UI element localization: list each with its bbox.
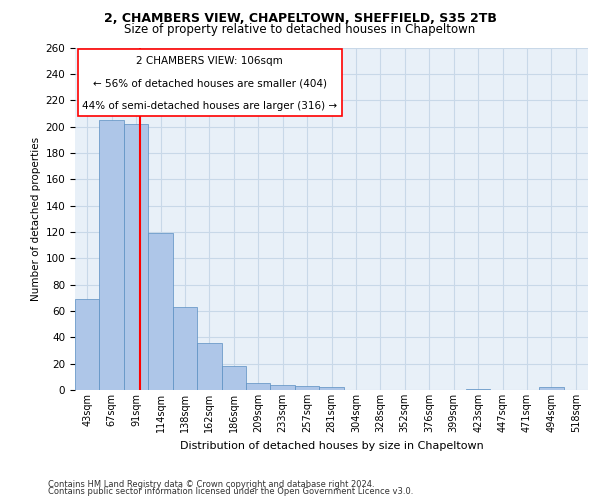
Bar [197,342,221,390]
Bar [75,299,100,390]
Y-axis label: Number of detached properties: Number of detached properties [31,136,41,301]
Bar [246,384,271,390]
Bar [271,384,295,390]
Text: 2, CHAMBERS VIEW, CHAPELTOWN, SHEFFIELD, S35 2TB: 2, CHAMBERS VIEW, CHAPELTOWN, SHEFFIELD,… [104,12,496,26]
Bar [100,120,124,390]
Bar [148,233,173,390]
Bar [221,366,246,390]
X-axis label: Distribution of detached houses by size in Chapeltown: Distribution of detached houses by size … [179,440,484,450]
Bar [466,388,490,390]
Text: ← 56% of detached houses are smaller (404): ← 56% of detached houses are smaller (40… [92,78,326,88]
Bar [173,307,197,390]
Text: 2 CHAMBERS VIEW: 106sqm: 2 CHAMBERS VIEW: 106sqm [136,56,283,66]
Bar [295,386,319,390]
FancyBboxPatch shape [77,49,342,116]
Bar [319,388,344,390]
Text: Contains public sector information licensed under the Open Government Licence v3: Contains public sector information licen… [48,487,413,496]
Text: Size of property relative to detached houses in Chapeltown: Size of property relative to detached ho… [124,22,476,36]
Text: 44% of semi-detached houses are larger (316) →: 44% of semi-detached houses are larger (… [82,100,337,110]
Bar [124,124,148,390]
Bar [539,388,563,390]
Text: Contains HM Land Registry data © Crown copyright and database right 2024.: Contains HM Land Registry data © Crown c… [48,480,374,489]
